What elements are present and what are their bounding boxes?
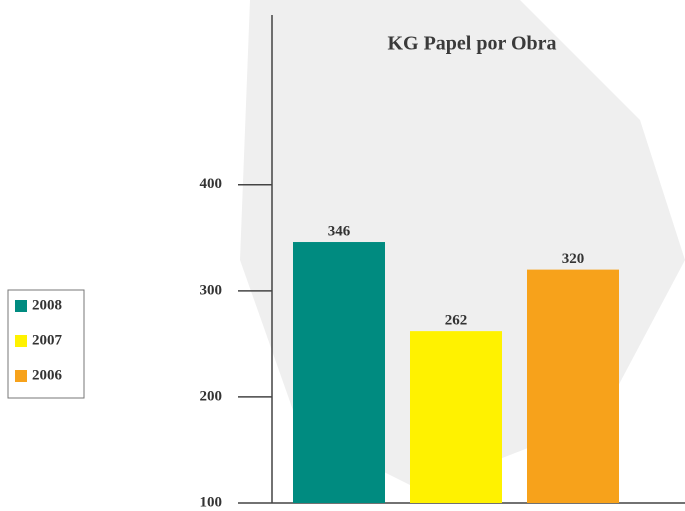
data-label: 320: [562, 251, 585, 267]
y-tick-label: 300: [200, 282, 223, 298]
bar: [293, 242, 385, 503]
y-tick-label: 400: [200, 176, 223, 192]
legend-label: 2007: [32, 332, 63, 348]
y-tick-label: 200: [200, 388, 223, 404]
legend-swatch: [15, 370, 27, 382]
legend-box: [7, 289, 85, 399]
legend-swatch: [15, 300, 27, 312]
data-label: 346: [328, 223, 351, 239]
data-label: 262: [445, 313, 468, 329]
legend-label: 2008: [32, 297, 62, 313]
chart-title: KG Papel por Obra: [387, 33, 556, 55]
bar: [410, 331, 502, 503]
bar: [527, 269, 619, 503]
y-tick-label: 100: [200, 494, 223, 510]
legend-label: 2006: [32, 367, 63, 383]
legend-swatch: [15, 335, 27, 347]
